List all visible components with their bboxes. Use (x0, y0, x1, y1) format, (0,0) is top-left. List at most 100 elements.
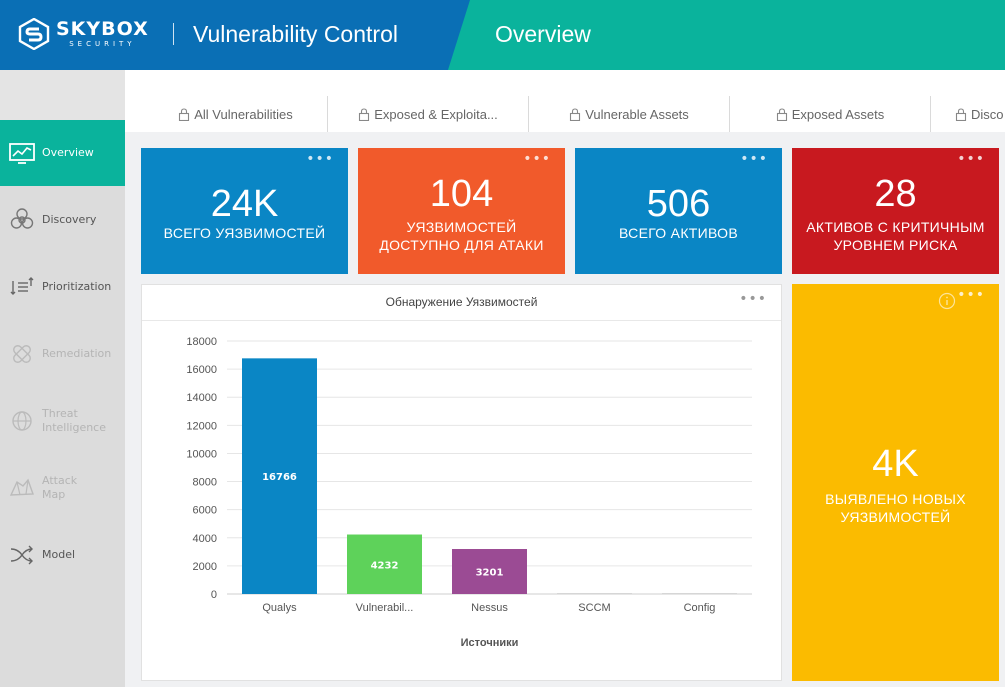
app-header: SKYBOX SECURITY Vulnerability Control Ov… (0, 0, 1005, 70)
kpi-total-assets[interactable]: ••• 506 ВСЕГО АКТИВОВ (575, 148, 782, 274)
tab-exposed-exploitable[interactable]: Exposed & Exploita... (328, 96, 528, 132)
x-tick-label: Vulnerabil... (356, 602, 414, 614)
card-menu-icon[interactable]: ••• (523, 151, 551, 167)
bar[interactable] (242, 358, 317, 594)
kpi-label: УЯЗВИМОСТЕЙ (406, 219, 517, 235)
sidebar-item-label: Threat Intelligence (42, 407, 107, 434)
bar[interactable] (452, 549, 527, 594)
vulnerability-discovery-chart-panel: Обнаружение Уязвимостей ••• 0 2000 4000 600… (141, 284, 782, 681)
kpi-value: 24K (210, 183, 279, 225)
y-tick-label: 14000 (186, 392, 217, 404)
sidebar-item-label: Discovery (42, 213, 97, 226)
lock-icon (359, 107, 370, 121)
x-tick-label: Nessus (471, 602, 508, 614)
y-tick-label: 10000 (186, 448, 217, 460)
kpi-total-vulnerabilities[interactable]: ••• 24K ВСЕГО УЯЗВИМОСТЕЙ (141, 148, 348, 274)
kpi-label: ДОСТУПНО ДЛЯ АТАКИ (379, 237, 544, 253)
tab-divider (327, 96, 328, 132)
tab-all-vulnerabilities[interactable]: All Vulnerabilities (143, 96, 328, 132)
sidebar-top-spacer (0, 70, 125, 120)
bandage-icon (13, 345, 31, 363)
header-accent (448, 0, 1005, 70)
brand-subtitle: SECURITY (69, 39, 136, 48)
bar-data-label: 4232 (371, 560, 399, 571)
kpi-label: ВСЕГО АКТИВОВ (618, 225, 738, 241)
skybox-logo[interactable]: SKYBOX SECURITY (18, 18, 149, 50)
y-tick-label: 2000 (193, 561, 217, 573)
tab-divider (729, 96, 730, 132)
globe-brain-icon (12, 411, 32, 431)
bar[interactable] (557, 593, 632, 594)
sidebar-item-model[interactable]: Model (0, 522, 125, 588)
shuffle-icon (10, 545, 33, 565)
tab-exposed-assets[interactable]: Exposed Assets (730, 96, 930, 132)
skybox-logo-icon (18, 18, 50, 50)
kpi-label: АКТИВОВ С КРИТИЧНЫМ (806, 219, 985, 235)
sidebar-item-label: Remediation (42, 347, 112, 360)
sidebar-item-discovery[interactable]: Discovery (0, 187, 125, 253)
tab-label: Exposed & Exploita... (374, 106, 498, 122)
card-menu-icon[interactable]: ••• (739, 291, 767, 307)
x-tick-label: Config (684, 602, 716, 614)
brand-name: SKYBOX (56, 17, 149, 40)
kpi-label: УРОВНЕМ РИСКА (833, 237, 958, 253)
tab-vulnerable-assets[interactable]: Vulnerable Assets (529, 96, 729, 132)
card-menu-icon[interactable]: ••• (740, 151, 768, 167)
card-menu-icon[interactable]: ••• (306, 151, 334, 167)
tab-discovery[interactable]: Disco (931, 96, 1005, 132)
tab-label: Exposed Assets (791, 106, 885, 122)
sidebar-item-label: Overview (42, 146, 94, 159)
sidebar-item-label: Model (42, 548, 76, 561)
sidebar-item-threat-intelligence[interactable]: Threat Intelligence (0, 388, 125, 454)
kpi-exposed-vulnerabilities[interactable]: ••• 104 УЯЗВИМОСТЕЙ ДОСТУПНО ДЛЯ АТАКИ (358, 148, 565, 274)
y-tick-label: 6000 (193, 505, 217, 517)
view-tabs: All Vulnerabilities Exposed & Exploita..… (125, 70, 1005, 132)
chart-title: Обнаружение Уязвимостей (142, 285, 781, 321)
sidebar-item-attack-map[interactable]: Attack Map (0, 455, 125, 521)
lock-icon (776, 107, 787, 121)
sidebar-item-overview[interactable]: Overview (0, 120, 125, 186)
lock-icon (955, 107, 967, 121)
tab-label: Disco (971, 106, 1004, 122)
sidebar-item-label: Attack Map (42, 474, 78, 501)
sidebar-item-label: Prioritization (42, 280, 112, 293)
kpi-new-vulnerabilities[interactable]: ••• 4K ВЫЯВЛЕНО НОВЫХ УЯЗВИМОСТЕЙ (792, 284, 999, 681)
tab-label: Vulnerable Assets (585, 106, 689, 122)
app-title: Vulnerability Control (193, 21, 398, 47)
info-circle-icon[interactable] (938, 292, 956, 310)
y-tick-label: 12000 (186, 420, 217, 432)
kpi-value: 28 (874, 173, 917, 215)
kpi-value: 506 (646, 183, 711, 225)
header-divider (173, 23, 174, 45)
kpi-label: ВЫЯВЛЕНО НОВЫХ (825, 491, 966, 507)
bar[interactable] (662, 593, 737, 594)
sidebar: Overview Discovery Prioritization (0, 70, 125, 687)
biohazard-icon (10, 208, 34, 229)
y-tick-label: 8000 (193, 477, 217, 489)
card-menu-icon[interactable]: ••• (957, 287, 985, 303)
bar[interactable] (347, 534, 422, 594)
lock-icon (179, 107, 190, 121)
x-tick-label: Qualys (262, 602, 297, 614)
page-title: Overview (495, 21, 591, 47)
x-axis-label: Источники (461, 637, 519, 649)
bar-chart: 0 2000 4000 6000 8000 10000 12000 14000 16000 180… (186, 336, 752, 649)
kpi-label: ВСЕГО УЯЗВИМОСТЕЙ (163, 225, 326, 241)
card-menu-icon[interactable]: ••• (957, 151, 985, 167)
y-tick-label: 16000 (186, 364, 217, 376)
kpi-critical-assets[interactable]: ••• 28 АКТИВОВ С КРИТИЧНЫМ УРОВНЕМ РИСКА (792, 148, 999, 274)
kpi-value: 104 (429, 173, 494, 215)
sidebar-item-prioritization[interactable]: Prioritization (0, 254, 125, 320)
map-icon (9, 478, 34, 496)
y-tick-label: 0 (211, 589, 217, 601)
tab-divider (528, 96, 529, 132)
tab-label: All Vulnerabilities (194, 106, 293, 122)
lock-icon (570, 107, 581, 121)
sort-list-icon (10, 277, 34, 295)
tab-divider (930, 96, 931, 132)
kpi-label: УЯЗВИМОСТЕЙ (840, 509, 951, 525)
y-tick-label: 18000 (186, 336, 217, 348)
sidebar-item-remediation[interactable]: Remediation (0, 321, 125, 387)
bar-data-label: 3201 (476, 568, 504, 579)
x-tick-label: SCCM (578, 602, 610, 614)
